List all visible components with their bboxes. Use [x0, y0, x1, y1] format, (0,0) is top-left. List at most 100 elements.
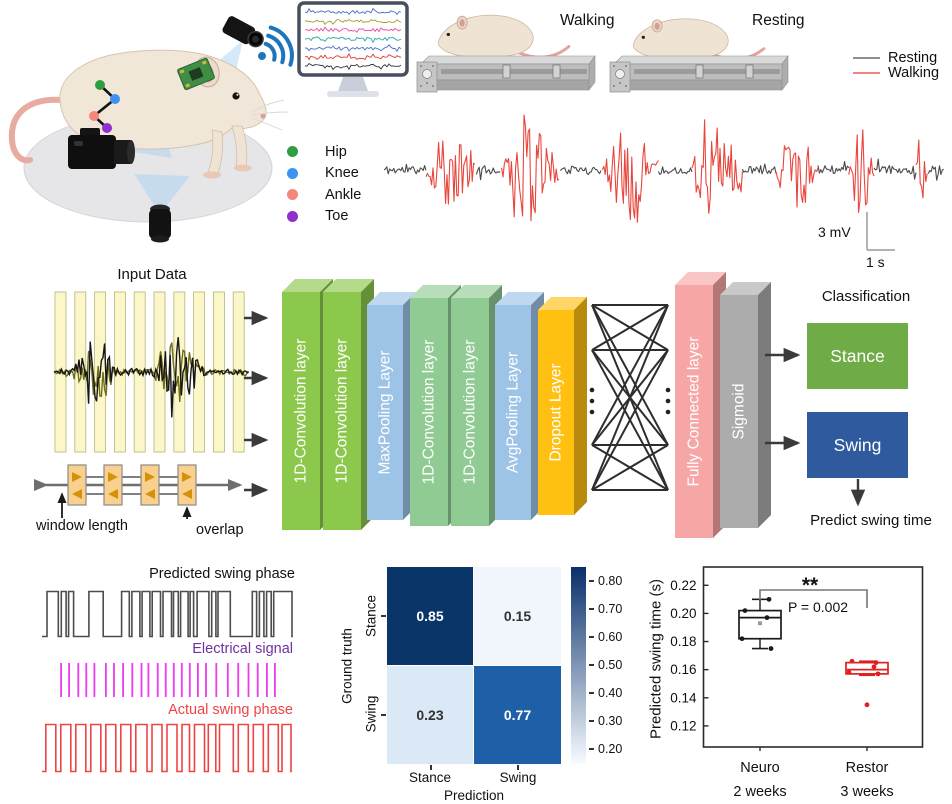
- predicted-phase-trace: [42, 590, 293, 638]
- joint-legend-item: Hip: [287, 141, 361, 163]
- box-group-neuro: [738, 596, 782, 751]
- rat-whiskers: [251, 99, 289, 131]
- walking-burst: [501, 114, 560, 222]
- colorbar-tick-label: 0.50: [588, 658, 623, 672]
- electrical-signal-trace: [60, 663, 276, 697]
- hip-marker: [95, 80, 105, 90]
- y-tick-label: 0.12: [670, 718, 696, 733]
- y-tick-label: 0.14: [670, 690, 697, 705]
- category-label-neuro: Neuro: [740, 760, 780, 776]
- fc-connection-line: [591, 304, 669, 446]
- category-label-restor: Restor: [846, 760, 889, 776]
- fc-connection-line: [591, 304, 669, 491]
- rat-tail: [8, 96, 65, 164]
- confusion-col-label-stance: Stance: [408, 770, 452, 785]
- square-wave: [42, 723, 292, 773]
- colorbar-ticks: 0.80 0.70 0.60 0.50 0.40 0.30 0.20: [588, 567, 630, 764]
- joint-legend-item: Knee: [287, 163, 361, 185]
- legend-label: Ankle: [325, 186, 362, 203]
- box-group-restor: [845, 658, 889, 751]
- stance-box-label: Stance: [830, 345, 885, 366]
- layer-label: 1D-Convolution layer: [421, 340, 438, 485]
- legend-dot-swatch: [287, 210, 298, 222]
- joint-skeleton: [92, 84, 117, 129]
- emg-legend-item: Resting: [853, 50, 939, 66]
- matrix-cell-swing-stance: 0.23: [387, 666, 473, 764]
- confusion-xlabel: Prediction: [443, 788, 505, 803]
- legend-line-swatch: [853, 56, 880, 59]
- y-tick-label: 0.22: [670, 578, 696, 593]
- colorbar-tick-label: 0.70: [588, 602, 623, 616]
- layer-bar: 1D-Convolution layer: [451, 285, 502, 526]
- wifi-icon: [258, 25, 294, 67]
- category-subtitle-2weeks: 2 weeks: [733, 784, 786, 800]
- legend-label: Walking: [888, 64, 940, 81]
- fc-ellipsis-dot: [665, 387, 671, 393]
- resting-segment: [927, 165, 944, 181]
- fc-ellipsis-dot: [589, 398, 595, 404]
- windowing-diagram: [34, 464, 243, 519]
- legend-dot-swatch: [287, 146, 298, 158]
- layer-bar: MaxPooling Layer: [367, 292, 416, 520]
- rat-nose: [260, 113, 266, 119]
- colorbar: [571, 567, 586, 764]
- camera-side-icon: [68, 128, 135, 169]
- joint-legend: Hip Knee Ankle Toe: [287, 141, 361, 227]
- matrix-cell-stance-stance: 0.85: [387, 567, 473, 665]
- camera-top-icon: [222, 16, 264, 48]
- camera-bottom-icon: [149, 204, 171, 243]
- layer-label: 1D-Convolution layer: [462, 340, 479, 485]
- walking-burst: [775, 145, 819, 208]
- walking-burst: [601, 132, 659, 223]
- matrix-cell-stance-swing: 0.15: [474, 567, 561, 665]
- swing-box: Swing: [807, 412, 908, 478]
- legend-line-swatch: [853, 71, 880, 74]
- actual-phase-label: Actual swing phase: [168, 702, 293, 718]
- window-boxes: [67, 464, 197, 506]
- legend-dot-swatch: [287, 189, 298, 201]
- y-tick-label: 0.18: [670, 634, 696, 649]
- input-signal-trace: [53, 337, 249, 418]
- category-subtitle-3weeks: 3 weeks: [840, 784, 893, 800]
- emg-trace-plot: [383, 114, 944, 251]
- layer-bar: Dropout Layer: [538, 297, 587, 515]
- legend-label: Hip: [325, 143, 347, 160]
- col-tick: [430, 765, 432, 770]
- layer-label: 1D-Convolution layer: [293, 339, 310, 484]
- emg-trace-legend: Resting Walking: [853, 50, 940, 81]
- toe-marker: [102, 123, 112, 133]
- voltage-scale-label: 3 mV: [818, 224, 851, 240]
- layer-label: 1D-Convolution layer: [334, 339, 351, 484]
- y-tick-label: 0.16: [670, 662, 696, 677]
- fc-connection-line: [591, 444, 669, 491]
- joint-legend-item: Ankle: [287, 184, 361, 206]
- colorbar-tick-label: 0.80: [588, 574, 623, 588]
- colorbar-tick-label: 0.40: [588, 686, 623, 700]
- monitor-icon: [297, 1, 409, 97]
- fc-ellipsis-dot: [589, 409, 595, 415]
- time-scale-label: 1 s: [866, 254, 885, 270]
- resting-segment: [657, 166, 693, 175]
- fc-ellipsis-dot: [589, 387, 595, 393]
- walking-burst: [848, 129, 875, 213]
- light-cone: [134, 174, 190, 214]
- colorbar-tick-label: 0.60: [588, 630, 623, 644]
- implant-chip: [177, 57, 215, 91]
- legend-label: Toe: [325, 208, 349, 225]
- legend-dot-swatch: [287, 167, 298, 179]
- colorbar-tick-label: 0.30: [588, 714, 623, 728]
- confusion-row-label-swing: Swing: [363, 695, 379, 733]
- layer-label: Fully Connected layer: [686, 337, 703, 487]
- layer-bar: Sigmoid: [720, 282, 771, 528]
- walking-label: Walking: [560, 12, 615, 29]
- layer-label: Dropout Layer: [548, 363, 565, 461]
- predicted-phase-label: Predicted swing phase: [149, 566, 295, 582]
- cnn-architecture-diagram: 1D-Convolution layer 1D-Convolution layer…: [244, 272, 866, 538]
- classification-title: Classification: [821, 288, 911, 305]
- resting-segment: [559, 165, 602, 175]
- fc-connection-line: [591, 304, 669, 351]
- joint-legend-item: Toe: [287, 206, 361, 228]
- rat-eye: [232, 92, 240, 100]
- walking-burst: [425, 140, 476, 205]
